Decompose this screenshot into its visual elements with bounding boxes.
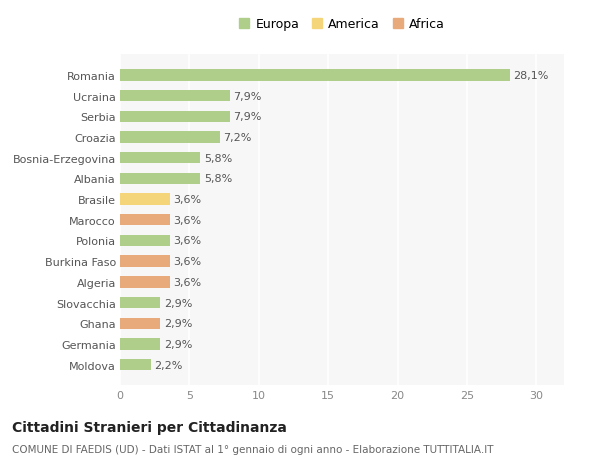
- Bar: [120, 132, 220, 143]
- Bar: [120, 215, 170, 226]
- Text: COMUNE DI FAEDIS (UD) - Dati ISTAT al 1° gennaio di ogni anno - Elaborazione TUT: COMUNE DI FAEDIS (UD) - Dati ISTAT al 1°…: [12, 444, 493, 454]
- Bar: [120, 70, 510, 81]
- Text: 3,6%: 3,6%: [173, 195, 202, 205]
- Bar: [120, 359, 151, 370]
- Text: 2,9%: 2,9%: [164, 319, 192, 329]
- Text: 7,9%: 7,9%: [233, 112, 262, 122]
- Bar: [120, 235, 170, 246]
- Legend: Europa, America, Africa: Europa, America, Africa: [239, 18, 445, 31]
- Bar: [120, 256, 170, 267]
- Bar: [120, 91, 230, 102]
- Bar: [120, 112, 230, 123]
- Text: 7,2%: 7,2%: [223, 133, 252, 143]
- Text: 3,6%: 3,6%: [173, 236, 202, 246]
- Text: 5,8%: 5,8%: [204, 174, 232, 184]
- Text: 28,1%: 28,1%: [514, 71, 549, 81]
- Text: 2,9%: 2,9%: [164, 339, 192, 349]
- Bar: [120, 318, 160, 329]
- Text: 2,9%: 2,9%: [164, 298, 192, 308]
- Text: 3,6%: 3,6%: [173, 257, 202, 267]
- Bar: [120, 194, 170, 205]
- Text: 7,9%: 7,9%: [233, 91, 262, 101]
- Bar: [120, 174, 200, 185]
- Text: Cittadini Stranieri per Cittadinanza: Cittadini Stranieri per Cittadinanza: [12, 420, 287, 434]
- Text: 5,8%: 5,8%: [204, 153, 232, 163]
- Text: 2,2%: 2,2%: [154, 360, 182, 370]
- Bar: [120, 153, 200, 164]
- Text: 3,6%: 3,6%: [173, 277, 202, 287]
- Bar: [120, 339, 160, 350]
- Bar: [120, 277, 170, 288]
- Bar: [120, 297, 160, 308]
- Text: 3,6%: 3,6%: [173, 215, 202, 225]
